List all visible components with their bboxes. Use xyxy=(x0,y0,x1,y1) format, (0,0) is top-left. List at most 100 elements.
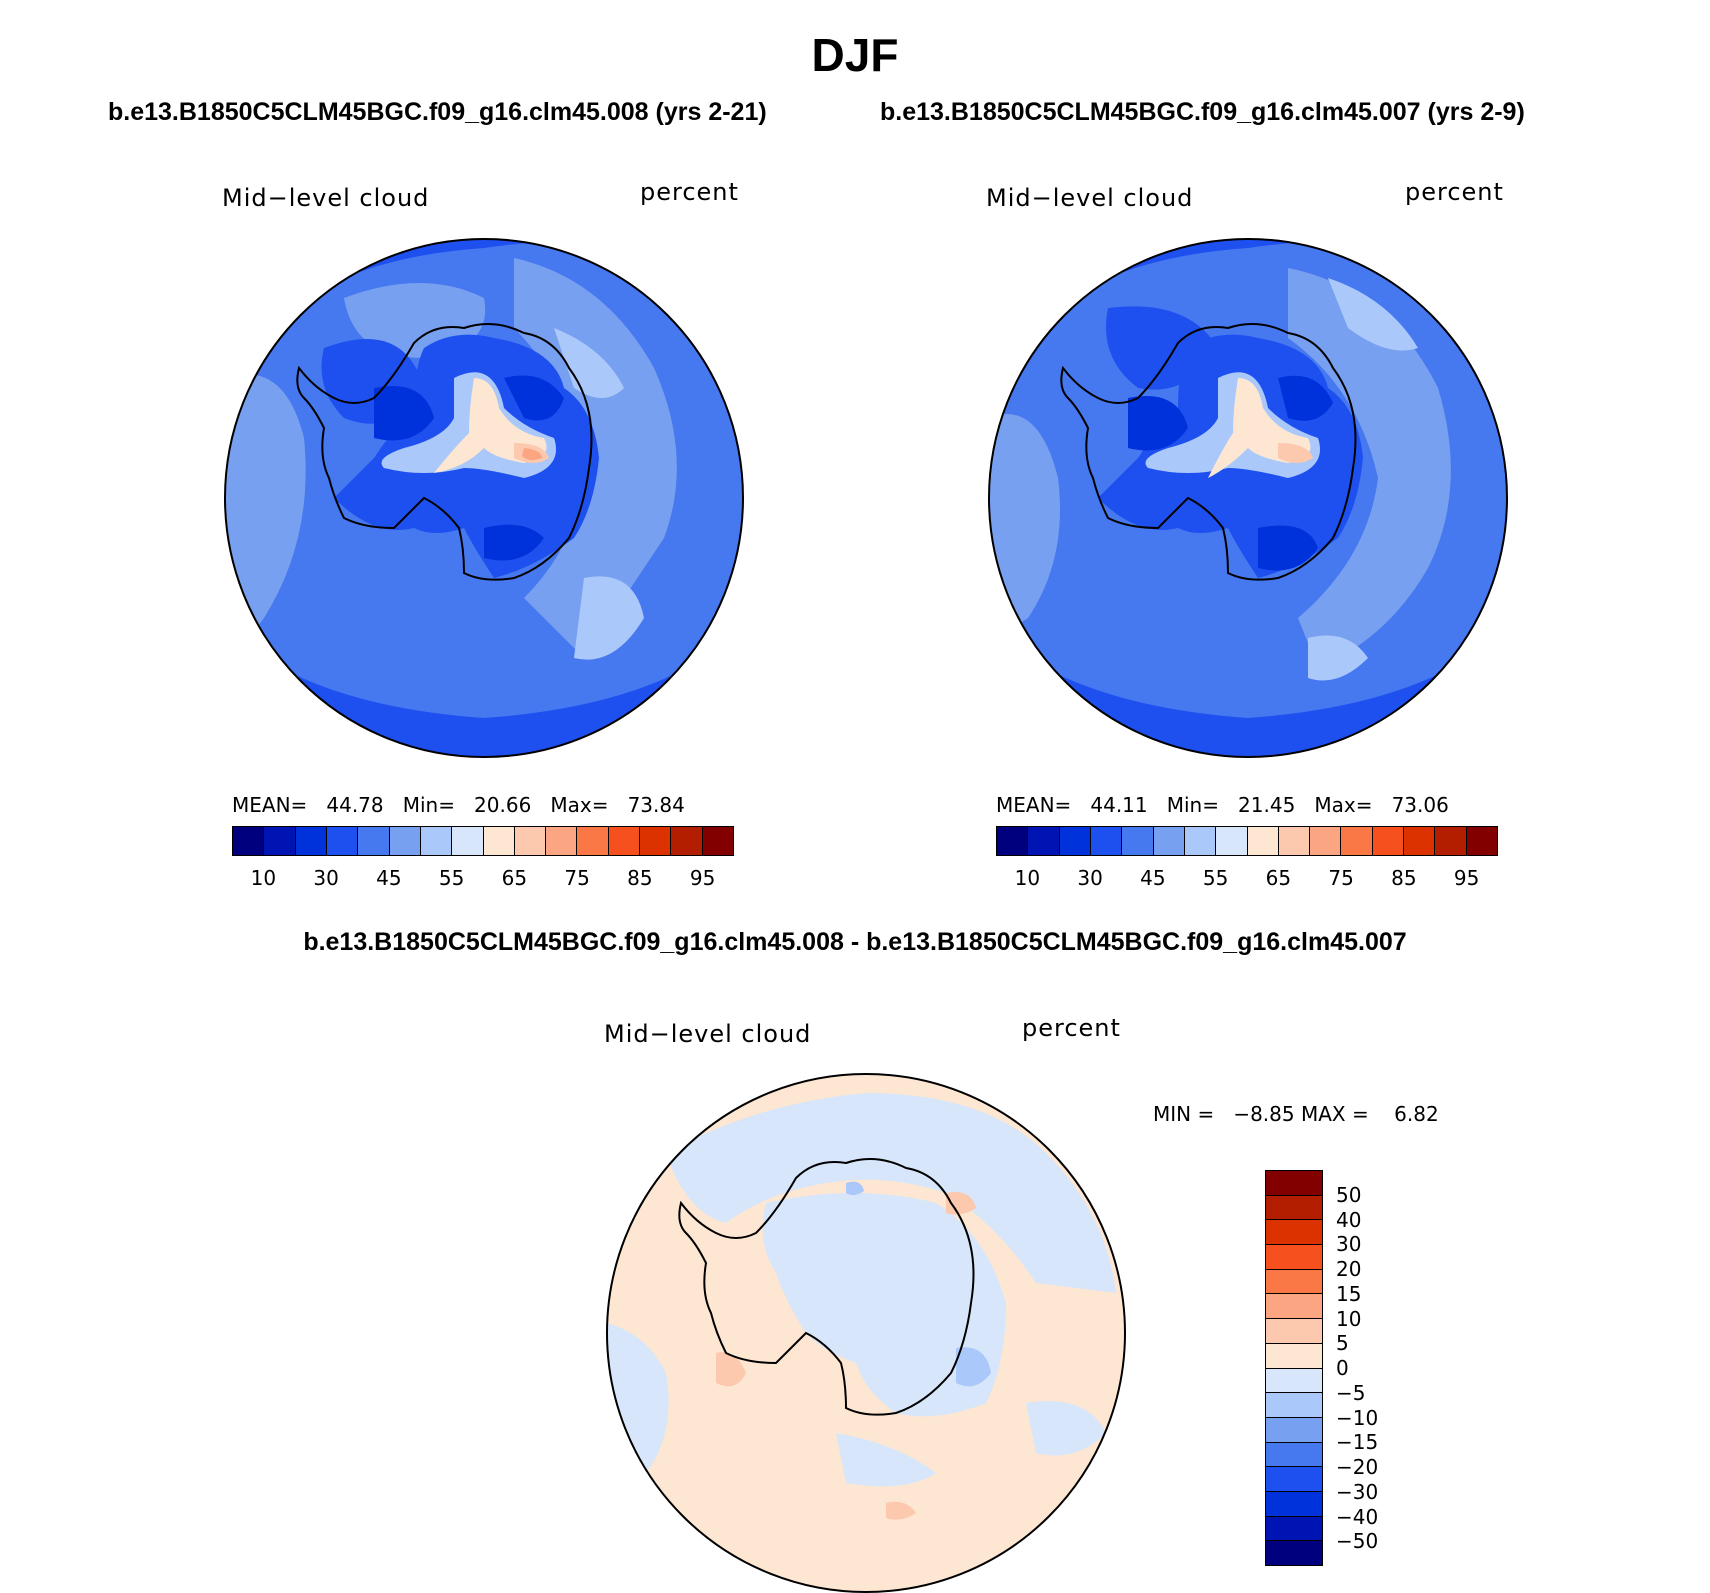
colorbar-swatch xyxy=(1184,827,1217,855)
colorbar-swatch xyxy=(640,827,672,855)
panel2-pale-region xyxy=(1328,278,1418,351)
panel1-variable-label: Mid−level cloud xyxy=(222,184,430,212)
diff-colorbar-swatch xyxy=(1266,1417,1322,1443)
panel2-units-label: percent xyxy=(1405,178,1504,206)
diff-colorbar-swatch xyxy=(1266,1368,1322,1394)
panel1-dark-pocket xyxy=(504,375,564,421)
colorbar-swatch xyxy=(608,827,641,855)
colorbar-swatch xyxy=(295,827,327,855)
colorbar-swatch xyxy=(1153,827,1185,855)
colorbar-tick-label: 10 xyxy=(1014,866,1041,890)
panel1-coastline xyxy=(296,323,593,581)
diff-colorbar-tick-label: −50 xyxy=(1336,1529,1379,1554)
colorbar-tick-label: 30 xyxy=(313,866,339,890)
colorbar-swatch xyxy=(1059,827,1091,855)
diff-colorbar-swatch xyxy=(1266,1393,1322,1418)
colorbar-swatch xyxy=(514,827,547,855)
panel1-mean-value: 44.78 xyxy=(326,793,384,817)
colorbar-swatch xyxy=(483,827,515,855)
diff-polar-map xyxy=(606,1073,1126,1593)
colorbar-swatch xyxy=(264,827,296,855)
panel2-coastline xyxy=(1060,323,1357,581)
colorbar-tick-label: 75 xyxy=(564,866,590,890)
colorbar-tick-label: 55 xyxy=(1202,866,1229,890)
colorbar-swatch xyxy=(1278,827,1311,855)
panel1-pale-region xyxy=(554,328,624,398)
diff-colorbar-swatch xyxy=(1266,1319,1322,1344)
diff-colorbar-tick-label: −20 xyxy=(1336,1455,1379,1479)
colorbar-tick-label: 85 xyxy=(1391,866,1417,890)
panel1-pale-region xyxy=(574,576,644,660)
diff-peach-patch xyxy=(886,1501,916,1520)
colorbar-swatch xyxy=(1090,827,1123,855)
panel1-colorbar-ticks: 10 30 45 55 65 75 85 95 xyxy=(232,866,734,890)
panel2-max-label: Max= xyxy=(1314,793,1373,817)
diff-colorbar-tick-label: 30 xyxy=(1336,1232,1362,1257)
colorbar-swatch xyxy=(358,827,390,855)
diff-colorbar-tick-label: 40 xyxy=(1336,1207,1362,1232)
panel2-light-region xyxy=(1288,268,1451,668)
panel1-dark-pocket xyxy=(484,524,544,561)
diff-colorbar-tick-label: 50 xyxy=(1336,1182,1362,1207)
panel2-light-region xyxy=(989,414,1060,638)
panel1-colorbar xyxy=(232,826,734,856)
colorbar-swatch xyxy=(1372,827,1405,855)
diff-negative-region xyxy=(836,1433,936,1487)
diff-negative-region xyxy=(762,1193,1006,1417)
diff-colorbar-tick-label: 0 xyxy=(1336,1356,1349,1380)
diff-peach-patch xyxy=(946,1192,976,1215)
colorbar-swatch xyxy=(997,827,1029,855)
panel2-pale-region xyxy=(1308,635,1368,681)
panel2-stats: MEAN= 44.11 Min= 21.45 Max= 73.06 xyxy=(996,793,1449,817)
panel2-case-title: b.e13.B1850C5CLM45BGC.f09_g16.clm45.007 … xyxy=(880,98,1525,126)
colorbar-tick-label: 55 xyxy=(438,866,465,890)
colorbar-tick-label: 95 xyxy=(689,866,716,890)
colorbar-tick-label: 10 xyxy=(250,866,277,890)
colorbar-swatch xyxy=(1466,827,1497,855)
diff-colorbar-swatch xyxy=(1266,1245,1322,1270)
diff-colorbar-tick-label: 10 xyxy=(1336,1306,1362,1331)
colorbar-tick-label: 30 xyxy=(1077,866,1103,890)
panel1-units-label: percent xyxy=(640,178,739,206)
diff-min-value: −8.85 xyxy=(1233,1102,1295,1126)
colorbar-tick-label: 65 xyxy=(1265,866,1292,890)
colorbar-swatch xyxy=(1247,827,1279,855)
diff-colorbar-tick-label: −5 xyxy=(1336,1380,1366,1405)
colorbar-swatch xyxy=(1216,827,1248,855)
diff-colorbar-tick-label: −10 xyxy=(1336,1405,1379,1430)
panel2-max-value: 73.06 xyxy=(1391,793,1449,817)
diff-min-label: MIN = xyxy=(1153,1102,1215,1126)
page-title: DJF xyxy=(811,29,899,81)
diff-colorbar-swatch xyxy=(1266,1269,1322,1295)
diff-colorbar-tick-label: 15 xyxy=(1336,1281,1362,1306)
diff-colorbar-swatch xyxy=(1266,1195,1322,1221)
panel2-mean-value: 44.11 xyxy=(1090,793,1148,817)
diff-colorbar-tick-label: 5 xyxy=(1336,1331,1349,1356)
panel2-colorbar xyxy=(996,826,1498,856)
panel1-min-label: Min= xyxy=(402,793,455,817)
colorbar-swatch xyxy=(420,827,453,855)
colorbar-swatch xyxy=(1435,827,1467,855)
panel2-variable-label: Mid−level cloud xyxy=(986,184,1194,212)
panel1-case-title: b.e13.B1850C5CLM45BGC.f09_g16.clm45.008 … xyxy=(108,98,767,126)
diff-colorbar-swatch xyxy=(1266,1467,1322,1492)
panel1-orange-core xyxy=(522,448,542,461)
panel2-min-value: 21.45 xyxy=(1238,793,1296,817)
panel1-dark-pocket xyxy=(374,386,434,441)
diff-variable-label: Mid−level cloud xyxy=(604,1020,812,1048)
diff-colorbar-tick-label: −40 xyxy=(1336,1504,1379,1529)
colorbar-swatch xyxy=(1404,827,1436,855)
panel2-polar-map xyxy=(988,238,1508,758)
diff-title: b.e13.B1850C5CLM45BGC.f09_g16.clm45.008 … xyxy=(303,928,1407,956)
diff-colorbar-swatch xyxy=(1266,1294,1322,1320)
diff-colorbar-swatch xyxy=(1266,1491,1322,1517)
panel2-dark-pocket xyxy=(1258,525,1318,571)
colorbar-swatch xyxy=(702,827,733,855)
diff-colorbar-swatch xyxy=(1266,1220,1322,1246)
panel1-polar-map xyxy=(224,238,744,758)
colorbar-swatch xyxy=(452,827,484,855)
colorbar-tick-label: 95 xyxy=(1453,866,1480,890)
diff-pale-blue-patch xyxy=(846,1181,864,1196)
diff-peach-patch xyxy=(716,1352,746,1387)
diff-minmax: MIN = −8.85 MAX = 6.82 xyxy=(1153,1102,1439,1126)
